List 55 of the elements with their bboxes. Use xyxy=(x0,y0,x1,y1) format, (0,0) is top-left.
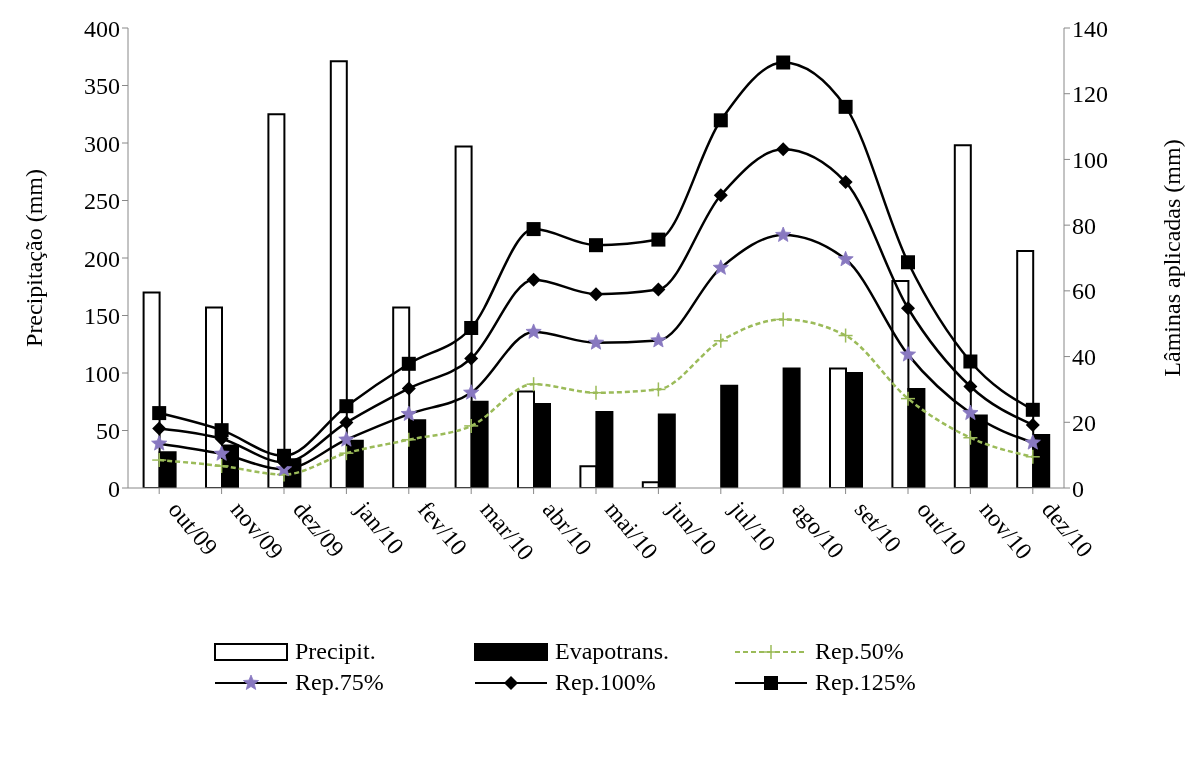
y-tick-label: 400 xyxy=(84,15,120,42)
y2-tick-label: 100 xyxy=(1072,146,1108,173)
bar xyxy=(720,384,739,488)
y-tick-label: 50 xyxy=(96,418,120,445)
y-axis-title: Precipitação (mm) xyxy=(20,169,48,347)
point xyxy=(214,423,229,438)
legend-label: Rep.100% xyxy=(555,669,656,696)
point xyxy=(339,415,354,430)
point xyxy=(401,381,416,396)
y-tick-label: 200 xyxy=(84,245,120,272)
point xyxy=(776,55,791,70)
legend-label: Rep.125% xyxy=(815,669,916,696)
y-tick-label: 100 xyxy=(84,360,120,387)
point xyxy=(651,282,666,297)
point xyxy=(339,399,354,414)
point xyxy=(401,356,416,371)
y-tick-label: 250 xyxy=(84,188,120,215)
y2-tick-label: 120 xyxy=(1072,81,1108,108)
point xyxy=(526,222,541,237)
point xyxy=(526,272,541,287)
point xyxy=(277,448,291,463)
point xyxy=(464,351,479,366)
point xyxy=(963,379,978,394)
point xyxy=(713,188,728,203)
bar xyxy=(782,367,801,488)
y2-tick-label: 0 xyxy=(1072,475,1084,502)
point xyxy=(838,175,853,190)
point xyxy=(963,354,978,369)
point xyxy=(776,142,791,157)
point xyxy=(651,232,666,247)
point xyxy=(838,99,853,114)
point xyxy=(464,320,479,335)
point xyxy=(901,301,915,316)
point xyxy=(589,287,603,302)
y-tick-label: 0 xyxy=(108,475,120,502)
y2-tick-label: 60 xyxy=(1072,278,1096,305)
y2-tick-label: 20 xyxy=(1072,409,1096,436)
y2-tick-label: 80 xyxy=(1072,212,1096,239)
y2-tick-label: 140 xyxy=(1072,15,1108,42)
y-tick-label: 300 xyxy=(84,130,120,157)
point xyxy=(901,255,915,270)
point xyxy=(713,113,728,128)
y2-tick-label: 40 xyxy=(1072,344,1096,371)
legend-label: Precipit. xyxy=(295,638,376,665)
point xyxy=(589,238,603,253)
y-tick-label: 150 xyxy=(84,303,120,330)
point xyxy=(1025,402,1040,417)
point xyxy=(152,406,167,421)
y2-axis-title: Lâminas aplicadas (mm) xyxy=(1158,139,1186,377)
point xyxy=(152,421,167,436)
legend-label: Evapotrans. xyxy=(555,638,669,665)
point xyxy=(1025,417,1040,432)
y-tick-label: 350 xyxy=(84,73,120,100)
legend-label: Rep.50% xyxy=(815,638,904,665)
legend-label: Rep.75% xyxy=(295,669,384,696)
